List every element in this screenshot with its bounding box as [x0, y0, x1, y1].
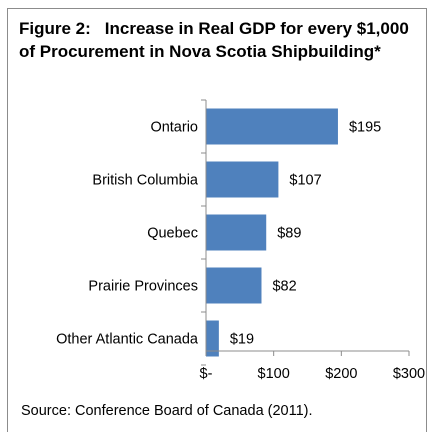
category-label: Quebec: [147, 226, 198, 242]
bar: [206, 108, 338, 145]
source-note: Source: Conference Board of Canada (2011…: [21, 403, 313, 419]
x-tick-label: $200: [325, 366, 357, 382]
data-label: $195: [349, 120, 381, 136]
category-label: Prairie Provinces: [88, 279, 198, 295]
figure-number: Figure 2:: [19, 19, 91, 38]
chart-title: Figure 2: Increase in Real GDP for every …: [19, 17, 419, 63]
figure-frame: [7, 8, 427, 432]
x-tick-label: $-: [200, 366, 213, 382]
bar: [206, 320, 219, 357]
data-label: $19: [230, 332, 254, 348]
data-label: $82: [272, 279, 296, 295]
bar: [206, 214, 267, 251]
category-label: Ontario: [150, 120, 198, 136]
category-label: Other Atlantic Canada: [56, 332, 199, 348]
x-tick-label: $100: [258, 366, 290, 382]
category-label: British Columbia: [92, 173, 198, 189]
x-tick-label: $300: [393, 366, 425, 382]
chart-title-text: Increase in Real GDP for every $1,000 of…: [19, 19, 409, 61]
bar: [206, 267, 262, 304]
data-label: $89: [277, 226, 301, 242]
bar: [206, 161, 279, 198]
data-label: $107: [289, 173, 321, 189]
